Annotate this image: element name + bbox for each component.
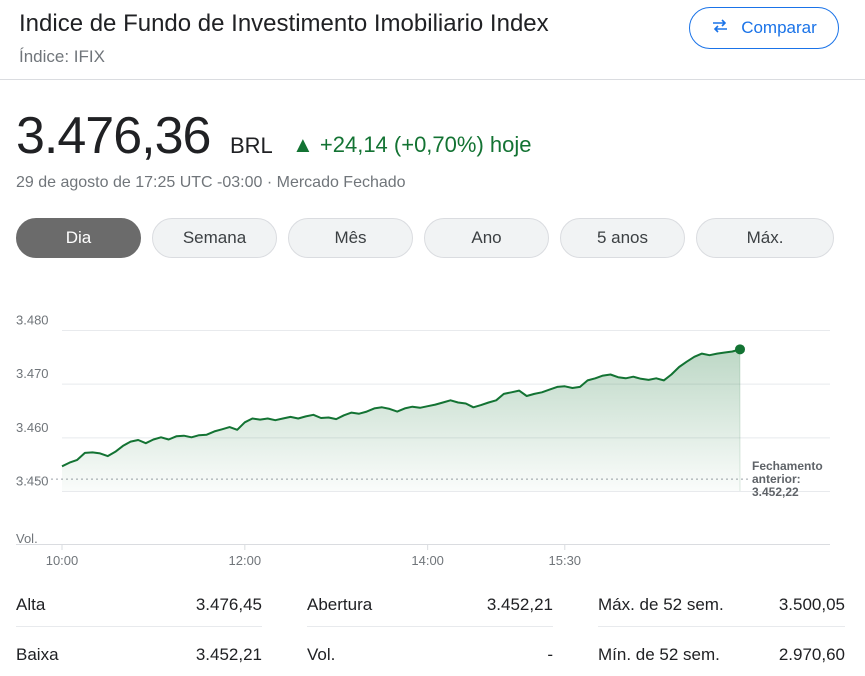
compare-label: Comparar [741, 18, 817, 37]
previous-close-label: 3.452,22 [752, 485, 799, 499]
tab-year[interactable]: Ano [424, 218, 549, 258]
price-line [61, 348, 741, 468]
stat-52w-low-label: Mín. de 52 sem. [598, 645, 720, 664]
stat-low: Baixa 3.452,21 [16, 634, 262, 676]
previous-close-label: Fechamento [752, 459, 823, 473]
x-tick-label: 14:00 [411, 553, 444, 568]
index-title: Indice de Fundo de Investimento Imobilia… [19, 10, 549, 37]
volume-label: Vol. [16, 531, 38, 546]
stat-52w-high-label: Máx. de 52 sem. [598, 595, 724, 614]
tab-week[interactable]: Semana [152, 218, 277, 258]
x-tick-label: 10:00 [46, 553, 79, 568]
tab-max[interactable]: Máx. [696, 218, 834, 258]
stats-divider [307, 626, 553, 627]
range-tabs: Dia Semana Mês Ano 5 anos Máx. [16, 218, 834, 258]
compare-arrows-icon [711, 18, 729, 39]
currency-code: BRL [230, 133, 273, 158]
stat-open: Abertura 3.452,21 [307, 584, 553, 626]
stat-52w-low-value: 2.970,60 [778, 645, 845, 664]
previous-close-label: anterior: [752, 472, 801, 486]
stat-open-value: 3.452,21 [486, 595, 553, 614]
stat-volume-value: - [547, 645, 553, 664]
stat-high-label: Alta [16, 595, 46, 614]
price-area [62, 349, 740, 491]
stats-divider [16, 626, 262, 627]
stat-52w-low: Mín. de 52 sem. 2.970,60 [598, 634, 845, 676]
x-tick-label: 12:00 [229, 553, 262, 568]
y-tick-label: 3.480 [16, 313, 49, 328]
x-tick-label: 15:30 [549, 553, 582, 568]
stat-52w-high-value: 3.500,05 [778, 595, 845, 614]
stat-volume: Vol. - [307, 634, 553, 676]
stat-high-value: 3.476,45 [195, 595, 262, 614]
stat-high: Alta 3.476,45 [16, 584, 262, 626]
compare-button[interactable]: Comparar [689, 7, 839, 49]
tab-month[interactable]: Mês [288, 218, 413, 258]
stat-open-label: Abertura [307, 595, 373, 614]
stats-divider [598, 626, 845, 627]
stat-volume-label: Vol. [307, 645, 336, 664]
index-ticker: Índice: IFIX [19, 47, 105, 66]
current-price: 3.476,36 [16, 107, 211, 165]
price-change: ▲ +24,14 (+0,70%) hoje [292, 132, 532, 157]
tab-day[interactable]: Dia [16, 218, 141, 258]
y-tick-label: 3.460 [16, 420, 49, 435]
stat-52w-high: Máx. de 52 sem. 3.500,05 [598, 584, 845, 626]
intraday-chart[interactable]: 3.480 3.470 3.460 3.450 Vol. Fechamentoanteri… [0, 300, 865, 575]
tab-5-years[interactable]: 5 anos [560, 218, 685, 258]
y-tick-label: 3.470 [16, 366, 49, 381]
quote-timestamp: 29 de agosto de 17:25 UTC -03:00 · Merca… [16, 174, 406, 191]
last-price-dot [735, 344, 745, 355]
stat-low-label: Baixa [16, 645, 59, 664]
stat-low-value: 3.452,21 [195, 645, 262, 664]
header-divider [0, 79, 865, 80]
y-tick-label: 3.450 [16, 474, 49, 489]
